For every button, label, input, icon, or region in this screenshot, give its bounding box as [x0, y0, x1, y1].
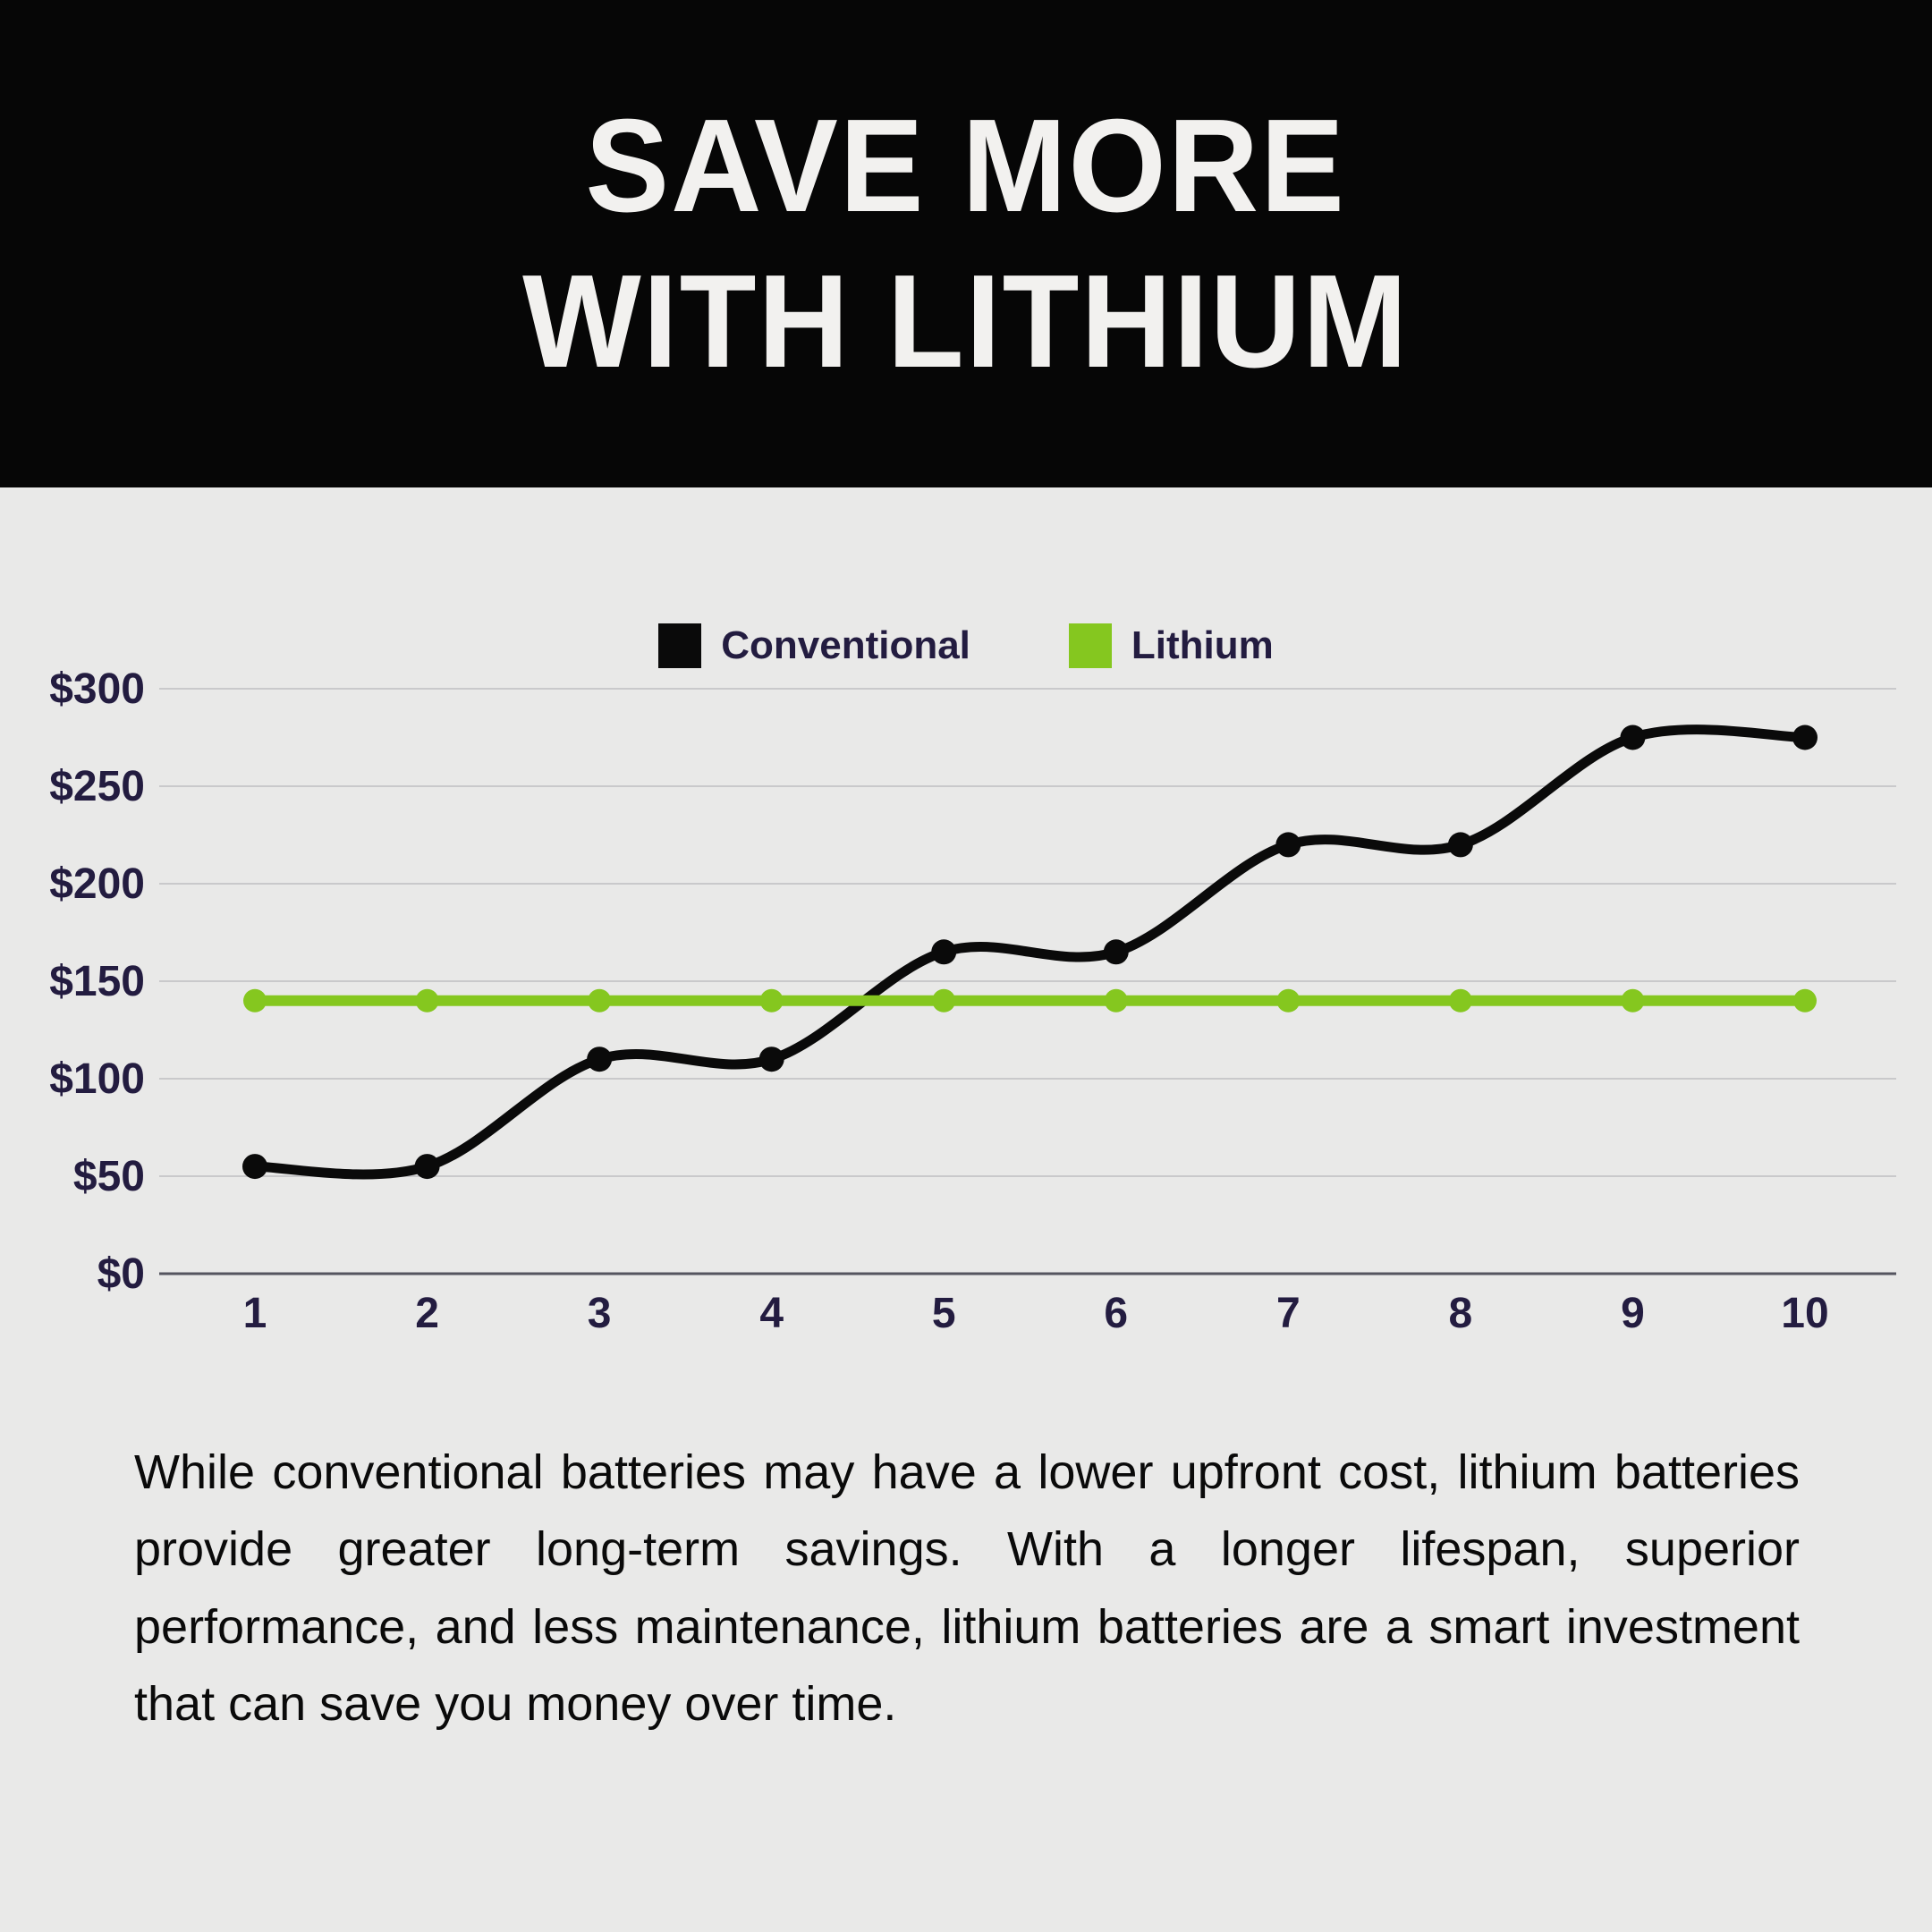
legend-item-conventional: Conventional — [658, 623, 970, 668]
svg-text:$200: $200 — [49, 860, 145, 908]
page-title-line-2: WITH LITHIUM — [522, 247, 1410, 395]
description-paragraph: While conventional batteries may have a … — [134, 1445, 1800, 1732]
svg-text:$0: $0 — [97, 1250, 145, 1298]
legend-label-conventional: Conventional — [721, 623, 970, 667]
page-title-line-1: SAVE MORE — [585, 91, 1347, 240]
header-banner: SAVE MORE WITH LITHIUM — [0, 0, 1932, 487]
svg-text:10: 10 — [1781, 1290, 1828, 1337]
svg-text:$250: $250 — [49, 763, 145, 810]
legend-label-lithium: Lithium — [1131, 623, 1274, 667]
svg-text:7: 7 — [1276, 1290, 1301, 1337]
svg-text:$100: $100 — [49, 1055, 145, 1103]
svg-text:1: 1 — [243, 1290, 267, 1337]
svg-text:$150: $150 — [49, 958, 145, 1005]
chart-section: Conventional Lithium $0 $50 $100 $150 $200 $2… — [0, 487, 1932, 1382]
svg-text:$300: $300 — [49, 665, 145, 713]
svg-text:3: 3 — [588, 1290, 612, 1337]
svg-text:$50: $50 — [73, 1153, 145, 1200]
svg-text:4: 4 — [759, 1290, 784, 1337]
legend-swatch-conventional — [658, 623, 702, 668]
svg-text:2: 2 — [415, 1290, 439, 1337]
legend-swatch-lithium — [1068, 623, 1112, 668]
legend-item-lithium: Lithium — [1068, 623, 1274, 668]
chart-legend: Conventional Lithium — [0, 623, 1932, 668]
svg-text:9: 9 — [1621, 1290, 1645, 1337]
svg-text:6: 6 — [1104, 1290, 1128, 1337]
svg-text:8: 8 — [1449, 1290, 1473, 1337]
line-chart: $0 $50 $100 $150 $200 $250 $300 1 2 3 4 5 6 7 8 9 10 — [49, 665, 1896, 1337]
svg-text:5: 5 — [932, 1290, 956, 1337]
